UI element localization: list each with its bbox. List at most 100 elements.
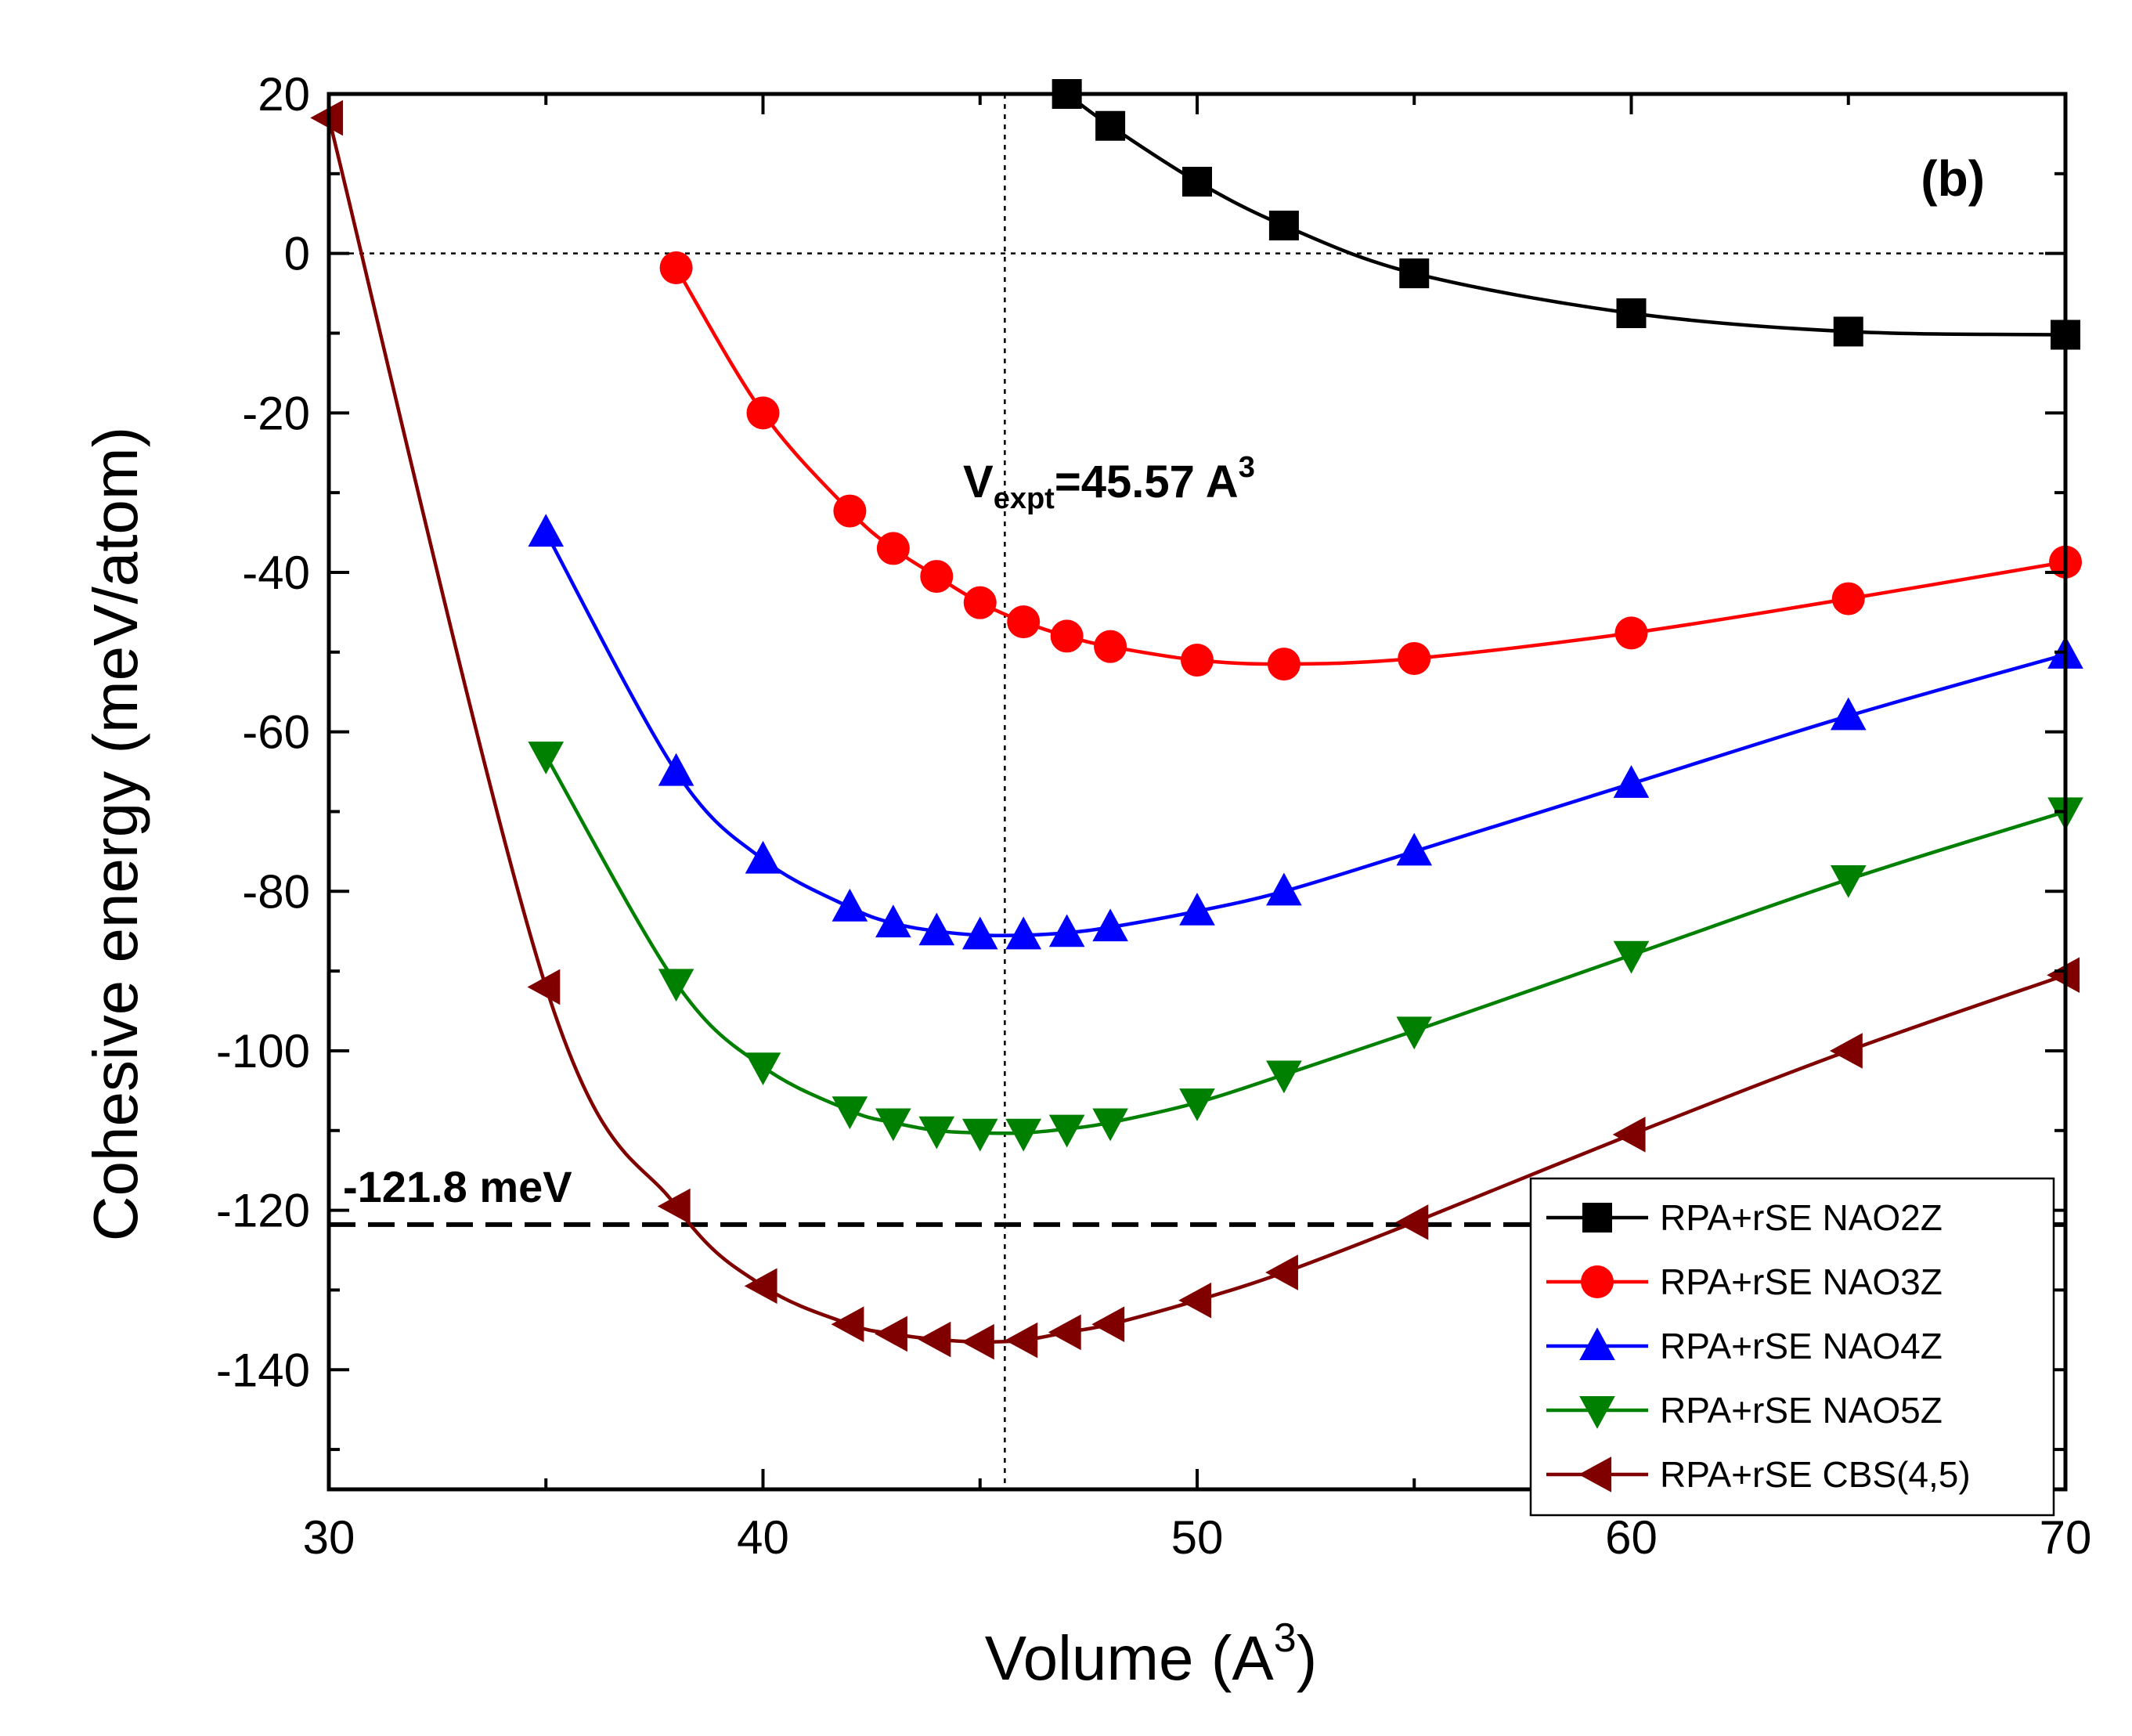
data-point-1-5 (963, 586, 997, 619)
data-point-1-6 (1007, 605, 1041, 639)
data-point-3-1 (658, 969, 694, 1002)
legend-marker-0 (1582, 1203, 1612, 1233)
legend-marker-3 (1579, 1395, 1615, 1429)
data-point-4-14 (1612, 1117, 1646, 1153)
legend-marker-2 (1579, 1327, 1615, 1361)
data-point-2-8 (1048, 914, 1085, 947)
series-curves (329, 94, 2065, 1344)
data-point-3-2 (745, 1052, 781, 1086)
legend: RPA+rSE NAO2Z RPA+rSE NAO3Z RPA+rSE NAO4Z R… (1529, 1177, 2055, 1517)
data-point-1-7 (1050, 619, 1084, 653)
series-line-3 (544, 755, 2065, 1135)
data-point-1-13 (1831, 582, 1865, 615)
y-tick-label--80: -80 (242, 865, 310, 918)
data-point-2-1 (658, 753, 694, 786)
data-point-4-1 (527, 969, 561, 1005)
data-point-1-0 (659, 251, 693, 284)
vexpt-label-value: =45.57 A (1055, 457, 1239, 507)
y-axis-title: Cohesive energy (meV/atom) (81, 427, 150, 1241)
data-point-3-3 (832, 1096, 868, 1130)
data-point-3-7 (1005, 1118, 1041, 1152)
y-tick-label--140: -140 (216, 1344, 310, 1396)
vexpt-label-v: V (963, 457, 994, 507)
data-point-4-3 (744, 1268, 777, 1305)
data-point-4-6 (918, 1321, 951, 1358)
legend-marker-1 (1581, 1265, 1614, 1298)
data-point-4-9 (1048, 1314, 1081, 1351)
data-point-2-6 (961, 916, 998, 950)
legend-label-4: RPA+rSE CBS(4,5) (1660, 1454, 1971, 1495)
legend-marker-4 (1578, 1456, 1612, 1492)
series-markers (310, 79, 2083, 1360)
data-point-0-1 (1095, 110, 1126, 141)
vexpt-label-sub: expt (994, 482, 1055, 515)
vexpt-annotation: Vexpt=45.57 A3 (963, 451, 1255, 515)
data-point-4-2 (657, 1188, 691, 1225)
data-point-4-13 (1395, 1204, 1429, 1240)
data-point-2-9 (1092, 908, 1128, 942)
data-point-2-14 (1830, 697, 1867, 731)
data-point-3-13 (1613, 940, 1650, 974)
data-point-2-7 (1005, 916, 1041, 950)
panel-label: (b) (1921, 150, 1985, 207)
y-tick-label-20: 20 (258, 68, 310, 121)
x-tick-label-60: 60 (1605, 1511, 1658, 1564)
vexpt-label-sup: 3 (1239, 451, 1255, 484)
data-point-4-0 (310, 99, 344, 136)
data-point-1-9 (1181, 643, 1214, 677)
data-point-2-4 (875, 904, 911, 938)
legend-label-2: RPA+rSE NAO4Z (1660, 1326, 1943, 1366)
x-axis-title-sup: 3 (1274, 1615, 1297, 1661)
data-point-2-0 (528, 514, 565, 547)
data-point-2-5 (918, 912, 955, 946)
data-point-3-8 (1048, 1114, 1085, 1148)
annotations: (b) Vexpt=45.57 A3 -121.8 meV Volume (A3… (81, 150, 1985, 1693)
y-tick-label--100: -100 (216, 1025, 310, 1077)
data-point-0-5 (1616, 298, 1647, 329)
data-point-1-8 (1094, 630, 1127, 663)
y-tick-label--120: -120 (216, 1185, 310, 1237)
data-point-2-13 (1613, 765, 1650, 798)
data-point-4-12 (1265, 1254, 1298, 1290)
data-point-1-11 (1398, 641, 1431, 675)
series-line-0 (1066, 94, 2065, 337)
reference-lines (329, 94, 2065, 1489)
x-axis-title-text: Volume (A (985, 1623, 1275, 1693)
data-point-4-16 (2047, 957, 2080, 994)
legend-label-1: RPA+rSE NAO3Z (1660, 1261, 1943, 1302)
x-tick-label-70: 70 (2040, 1511, 2092, 1564)
legend-label-3: RPA+rSE NAO5Z (1660, 1390, 1943, 1431)
data-point-4-11 (1178, 1282, 1212, 1319)
data-point-2-11 (1266, 872, 1302, 906)
data-point-0-6 (1833, 316, 1863, 347)
data-point-0-3 (1268, 211, 1299, 241)
data-point-1-10 (1267, 648, 1300, 681)
data-point-1-3 (876, 532, 910, 565)
y-tick-label--60: -60 (242, 706, 310, 759)
data-point-4-4 (831, 1306, 864, 1343)
data-point-2-3 (832, 888, 868, 922)
x-tick-label-50: 50 (1171, 1511, 1224, 1564)
data-point-4-7 (961, 1323, 994, 1360)
x-tick-label-40: 40 (737, 1511, 789, 1564)
data-point-3-10 (1179, 1088, 1215, 1121)
data-point-1-12 (1614, 616, 1648, 650)
data-point-4-5 (875, 1316, 907, 1352)
data-point-3-6 (961, 1118, 998, 1152)
data-point-4-10 (1091, 1306, 1125, 1343)
x-tick-label-30: 30 (303, 1511, 355, 1564)
axes: 30 40 50 60 70 20 0 -20 -40 -60 -80 -100 -120 -140 (216, 68, 2091, 1564)
data-point-3-11 (1266, 1060, 1302, 1094)
data-point-3-5 (918, 1116, 955, 1150)
data-point-3-12 (1396, 1016, 1433, 1050)
data-point-3-9 (1092, 1108, 1128, 1142)
reference-energy-label: -121.8 meV (343, 1162, 572, 1211)
y-tick-label--40: -40 (242, 547, 310, 599)
data-point-1-4 (920, 560, 954, 594)
data-point-2-12 (1396, 832, 1433, 866)
legend-label-0: RPA+rSE NAO2Z (1660, 1197, 1943, 1238)
data-point-0-4 (1399, 258, 1430, 289)
x-axis-title-close: ) (1297, 1623, 1318, 1693)
data-point-1-1 (746, 396, 780, 430)
